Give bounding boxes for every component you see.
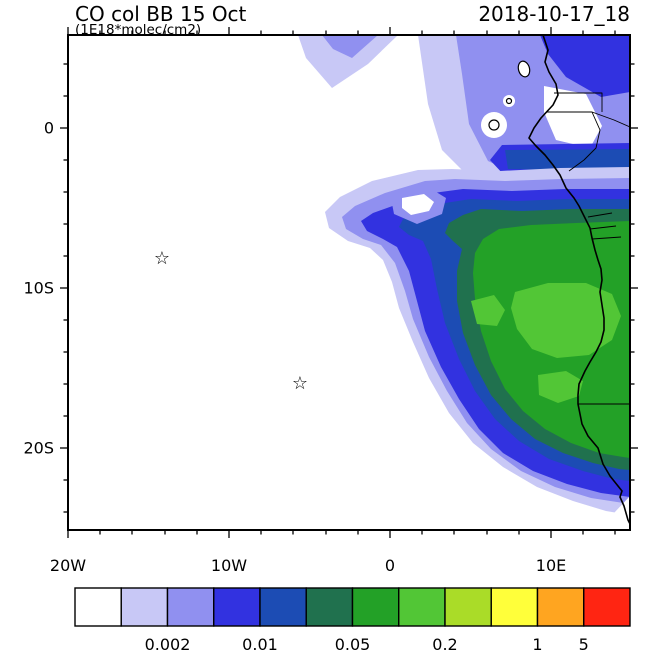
country-border [546, 111, 630, 128]
station-star-2-icon: ☆ [292, 373, 308, 394]
region-plume-eye [402, 194, 434, 215]
country-border [591, 236, 622, 240]
coastline-layer [528, 35, 630, 526]
colorbar-layer: 0.002 0.01 0.05 0.2 1 5 [74, 587, 631, 654]
colorbar-label: 5 [579, 635, 589, 654]
country-border [554, 92, 603, 112]
region-plume-core-3 [471, 295, 505, 326]
y-tick-label: 0 [44, 119, 54, 138]
colorbar-cell [213, 587, 261, 627]
colorbar-label: 1 [532, 635, 542, 654]
colorbar-cell [120, 587, 169, 627]
region-equator-strip-navy [505, 149, 630, 171]
colorbar-label: 0.2 [432, 635, 457, 654]
x-tick-label: 10E [536, 556, 566, 575]
country-border [587, 212, 613, 218]
plot-frame [67, 34, 631, 531]
colorbar-cell [305, 587, 354, 627]
region-se-corner-clear [598, 496, 630, 530]
region-plume-core-1 [511, 283, 621, 358]
colorbar-cell [444, 587, 492, 627]
y-tick-label: 20S [23, 439, 54, 458]
x-tick-label: 10W [211, 556, 247, 575]
colorbar-cell [351, 587, 400, 627]
island-saotome [488, 119, 500, 131]
border-layer [546, 92, 630, 405]
colorbar-cell [259, 587, 307, 627]
colorbar-cell [490, 587, 539, 627]
region-plume-core-2 [538, 371, 583, 403]
plot-timestamp: 2018-10-17_18 [478, 2, 630, 26]
colorbar-cell [536, 587, 585, 627]
colorbar-cell [166, 587, 215, 627]
plot-title: CO col BB 15 Oct [75, 2, 247, 26]
country-border [589, 225, 617, 230]
region-north-streak-outer [298, 35, 398, 88]
region-ne-coast-gap [544, 86, 602, 148]
colorbar-label: 0.002 [145, 635, 191, 654]
tick-layer [60, 27, 638, 538]
country-border [568, 111, 601, 172]
y-tick-label: 10S [23, 279, 54, 298]
island-principe [505, 97, 513, 105]
colorbar-cell [74, 587, 122, 627]
marker-layer: ☆☆ [154, 248, 308, 394]
colorbar-cell [583, 587, 631, 627]
x-tick-label: 20W [50, 556, 86, 575]
region-ne-corner-blue [540, 35, 630, 97]
colorbar-label: 0.01 [242, 635, 278, 654]
x-tick-label: 0 [385, 556, 395, 575]
colorbar-cell [398, 587, 446, 627]
contour-regions [298, 35, 630, 530]
colorbar-label: 0.05 [335, 635, 371, 654]
region-north-streak-core [322, 35, 378, 58]
tick-label-layer: 20W 10W 0 10E 0 10S 20S [23, 119, 566, 576]
station-star-1-icon: ☆ [154, 248, 170, 269]
island-bioko [517, 60, 531, 78]
coastline [528, 35, 630, 526]
island-layer [488, 60, 531, 131]
